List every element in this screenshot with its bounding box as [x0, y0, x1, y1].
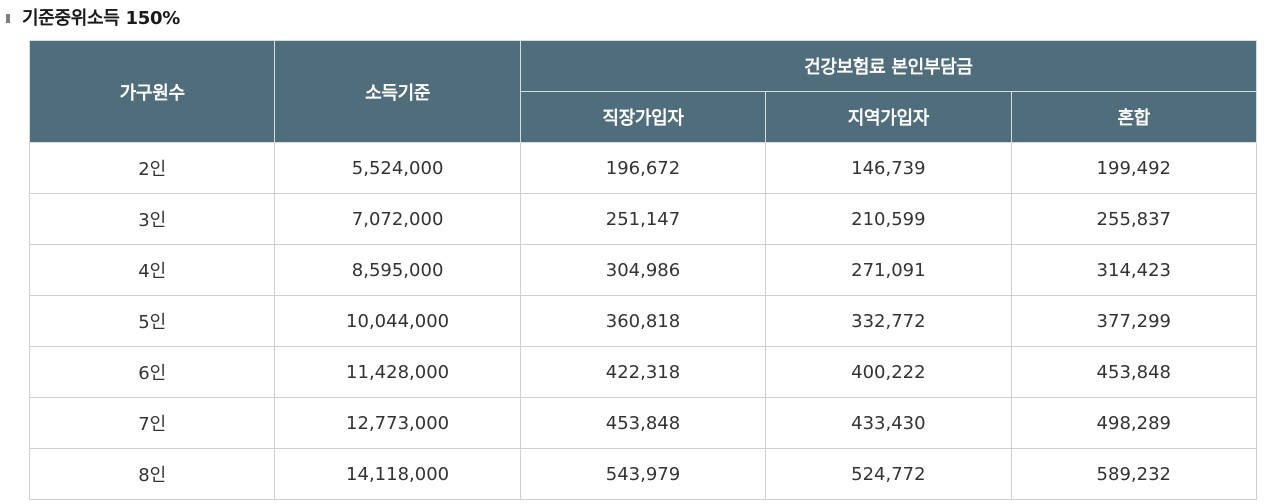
table-row: 4인 8,595,000 304,986 271,091 314,423 [28, 244, 1257, 296]
cell-household-count: 6인 [28, 346, 276, 398]
header-row-2: 직장가입자 지역가입자 혼합 [30, 91, 1257, 143]
table-header: 가구원수 소득기준 건강보험료 본인부담금 직장가입자 지역가입자 혼합 [28, 40, 1257, 143]
cell-mixed-premium: 199,492 [1010, 142, 1257, 194]
header-mixed: 혼합 [1010, 91, 1257, 143]
header-row-1: 가구원수 소득기준 건강보험료 본인부담금 [28, 40, 1257, 143]
header-employee-subscriber: 직장가입자 [519, 91, 767, 143]
cell-regional-premium: 400,222 [765, 346, 1012, 398]
cell-household-count: 8인 [28, 448, 276, 500]
table-row: 3인 7,072,000 251,147 210,599 255,837 [28, 193, 1257, 245]
cell-employee-premium: 543,979 [519, 448, 767, 500]
cell-income-standard: 14,118,000 [274, 448, 521, 500]
cell-household-count: 5인 [28, 295, 276, 347]
square-bullet-icon [6, 13, 10, 23]
cell-mixed-premium: 255,837 [1010, 193, 1257, 245]
cell-mixed-premium: 498,289 [1010, 397, 1257, 449]
cell-employee-premium: 251,147 [519, 193, 767, 245]
header-income-standard: 소득기준 [274, 40, 521, 143]
cell-mixed-premium: 453,848 [1010, 346, 1257, 398]
cell-income-standard: 5,524,000 [274, 142, 521, 194]
section-title: 기준중위소득 150% [22, 8, 180, 29]
cell-mixed-premium: 377,299 [1010, 295, 1257, 347]
cell-regional-premium: 146,739 [765, 142, 1012, 194]
cell-regional-premium: 271,091 [765, 244, 1012, 296]
cell-income-standard: 11,428,000 [274, 346, 521, 398]
cell-employee-premium: 453,848 [519, 397, 767, 449]
income-premium-table: 가구원수 소득기준 건강보험료 본인부담금 직장가입자 지역가입자 혼합 2인 … [28, 40, 1257, 500]
header-household-count: 가구원수 [28, 40, 276, 143]
cell-employee-premium: 304,986 [519, 244, 767, 296]
table-body: 2인 5,524,000 196,672 146,739 199,492 3인 … [28, 142, 1257, 500]
cell-household-count: 3인 [28, 193, 276, 245]
section-heading: 기준중위소득 150% [6, 4, 180, 30]
cell-income-standard: 7,072,000 [274, 193, 521, 245]
table-row: 7인 12,773,000 453,848 433,430 498,289 [28, 397, 1257, 449]
cell-regional-premium: 332,772 [765, 295, 1012, 347]
cell-income-standard: 8,595,000 [274, 244, 521, 296]
cell-regional-premium: 210,599 [765, 193, 1012, 245]
table-row: 8인 14,118,000 543,979 524,772 589,232 [28, 448, 1257, 500]
cell-household-count: 2인 [28, 142, 276, 194]
header-premium-group: 건강보험료 본인부담금 [519, 40, 1257, 92]
cell-employee-premium: 422,318 [519, 346, 767, 398]
cell-mixed-premium: 314,423 [1010, 244, 1257, 296]
cell-income-standard: 12,773,000 [274, 397, 521, 449]
cell-employee-premium: 360,818 [519, 295, 767, 347]
cell-employee-premium: 196,672 [519, 142, 767, 194]
header-regional-subscriber: 지역가입자 [765, 91, 1012, 143]
cell-mixed-premium: 589,232 [1010, 448, 1257, 500]
cell-household-count: 7인 [28, 397, 276, 449]
table-row: 2인 5,524,000 196,672 146,739 199,492 [28, 142, 1257, 194]
table-row: 6인 11,428,000 422,318 400,222 453,848 [28, 346, 1257, 398]
cell-household-count: 4인 [28, 244, 276, 296]
cell-regional-premium: 524,772 [765, 448, 1012, 500]
cell-income-standard: 10,044,000 [274, 295, 521, 347]
cell-regional-premium: 433,430 [765, 397, 1012, 449]
table-row: 5인 10,044,000 360,818 332,772 377,299 [28, 295, 1257, 347]
